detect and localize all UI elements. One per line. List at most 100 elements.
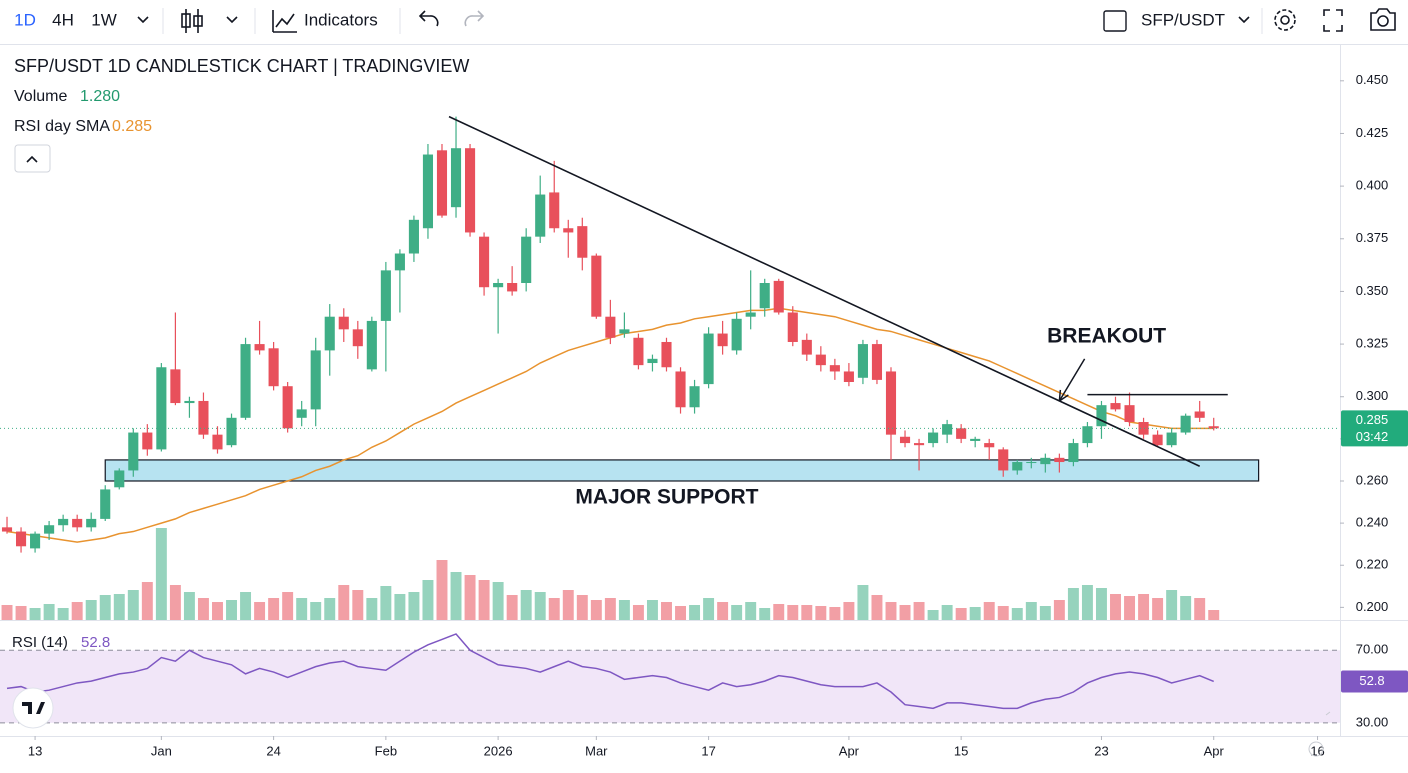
volume-bar — [1194, 598, 1206, 620]
candle-body — [942, 424, 953, 435]
chart-type-button[interactable] — [181, 9, 203, 33]
candle-body — [324, 316, 335, 351]
breakout-label: BREAKOUT — [1047, 324, 1166, 347]
candle-body — [436, 150, 448, 216]
interval-dropdown[interactable] — [137, 16, 149, 24]
volume-bar — [282, 592, 294, 620]
y-tick-label: 0.240 — [1356, 515, 1389, 530]
candle-body — [857, 344, 868, 378]
tradingview-logo[interactable] — [12, 687, 54, 729]
candle-body — [465, 148, 476, 233]
compare-checkbox[interactable] — [1103, 10, 1127, 32]
interval-button[interactable]: 4H — [52, 10, 74, 29]
candle-body — [268, 348, 279, 387]
candle-body — [422, 154, 434, 229]
y-tick-label: 0.375 — [1356, 230, 1389, 245]
candle-body — [591, 255, 602, 317]
candle-body — [689, 386, 700, 408]
volume-bar — [324, 598, 336, 620]
candle-body — [745, 312, 756, 317]
volume-bar — [590, 600, 602, 620]
candle-body — [577, 226, 588, 258]
rsi-tick-label: 70.00 — [1356, 642, 1389, 657]
panes: 0.4500.4250.4000.3750.3500.3250.3000.280… — [0, 45, 1408, 758]
volume-bar — [787, 605, 799, 620]
candle-body — [493, 283, 504, 288]
volume-bar — [408, 592, 420, 620]
candle-body — [773, 280, 784, 313]
volume-bar — [1011, 608, 1023, 620]
candle-body — [801, 339, 812, 355]
volume-bar — [646, 600, 658, 620]
candle-body — [1096, 405, 1107, 427]
candle-body — [1166, 432, 1177, 446]
volume-bar — [1053, 600, 1065, 620]
volume-bar — [731, 605, 743, 620]
indicators-button[interactable]: Indicators — [304, 10, 378, 29]
candle-body — [843, 371, 854, 382]
candle-body — [619, 329, 630, 334]
candle-body — [366, 320, 377, 370]
volume-bar — [268, 598, 280, 620]
candle-body — [605, 316, 616, 338]
y-tick-label: 0.200 — [1356, 599, 1389, 614]
volume-bar — [226, 600, 237, 620]
support-zone — [104, 459, 1260, 482]
volume-bar — [29, 608, 41, 620]
candle-body — [44, 525, 55, 534]
candle-body — [521, 236, 532, 284]
rsi-value-axis-label: 52.8 — [1359, 673, 1384, 688]
indicators-icon[interactable] — [272, 10, 297, 33]
chart-type-dropdown[interactable] — [226, 16, 238, 24]
volume-bar — [183, 592, 195, 620]
screenshot-button[interactable] — [1370, 8, 1396, 31]
y-tick-label: 0.260 — [1356, 472, 1389, 487]
candle-body — [128, 432, 139, 471]
volume-bar — [296, 598, 308, 620]
candle-body — [885, 371, 897, 435]
volume-bar — [717, 602, 729, 620]
rsi-name: RSI (14) — [12, 634, 68, 651]
candle-body — [100, 489, 111, 519]
candle-body — [1054, 457, 1065, 463]
candle-body — [717, 333, 728, 347]
volume-bar — [829, 607, 841, 620]
interval-button[interactable]: 1D — [14, 10, 36, 29]
volume-bar — [1166, 590, 1178, 620]
undo-button[interactable] — [418, 10, 439, 27]
volume-bar — [15, 606, 27, 620]
candle-body — [212, 434, 223, 450]
volume-bar — [254, 602, 266, 620]
symbol-dropdown[interactable] — [1238, 16, 1250, 24]
candle-body — [86, 518, 97, 528]
volume-bar — [885, 602, 897, 620]
candle-body — [142, 432, 153, 450]
candle-body — [254, 344, 265, 351]
settings-button[interactable] — [1274, 9, 1296, 31]
volume-bar — [955, 608, 967, 620]
fullscreen-button[interactable] — [1323, 9, 1343, 32]
volume-bar — [913, 602, 925, 620]
y-tick-label: 0.300 — [1356, 388, 1389, 403]
volume-bar — [857, 585, 869, 620]
candle-body — [58, 518, 69, 526]
interval-button[interactable]: 1W — [91, 10, 117, 29]
candle-body — [240, 344, 251, 418]
y-tick-label: 0.450 — [1356, 72, 1389, 87]
volume-bar — [1, 605, 13, 620]
last-price-box — [1341, 410, 1408, 447]
candle-body — [1208, 426, 1219, 429]
candle-body — [703, 333, 714, 385]
volume-bar — [240, 592, 252, 620]
volume-bar — [450, 572, 462, 620]
redo-button[interactable] — [464, 10, 485, 27]
volume-bar — [99, 595, 111, 620]
candle-body — [296, 409, 307, 418]
volume-bar — [675, 606, 686, 620]
x-tick-label: 17 — [701, 743, 715, 758]
candle-body — [633, 337, 644, 366]
settings-icon[interactable] — [1308, 711, 1331, 757]
volume-bar — [871, 595, 883, 620]
volume-bar — [43, 604, 55, 620]
symbol-button[interactable]: SFP/USDT — [1141, 10, 1225, 29]
